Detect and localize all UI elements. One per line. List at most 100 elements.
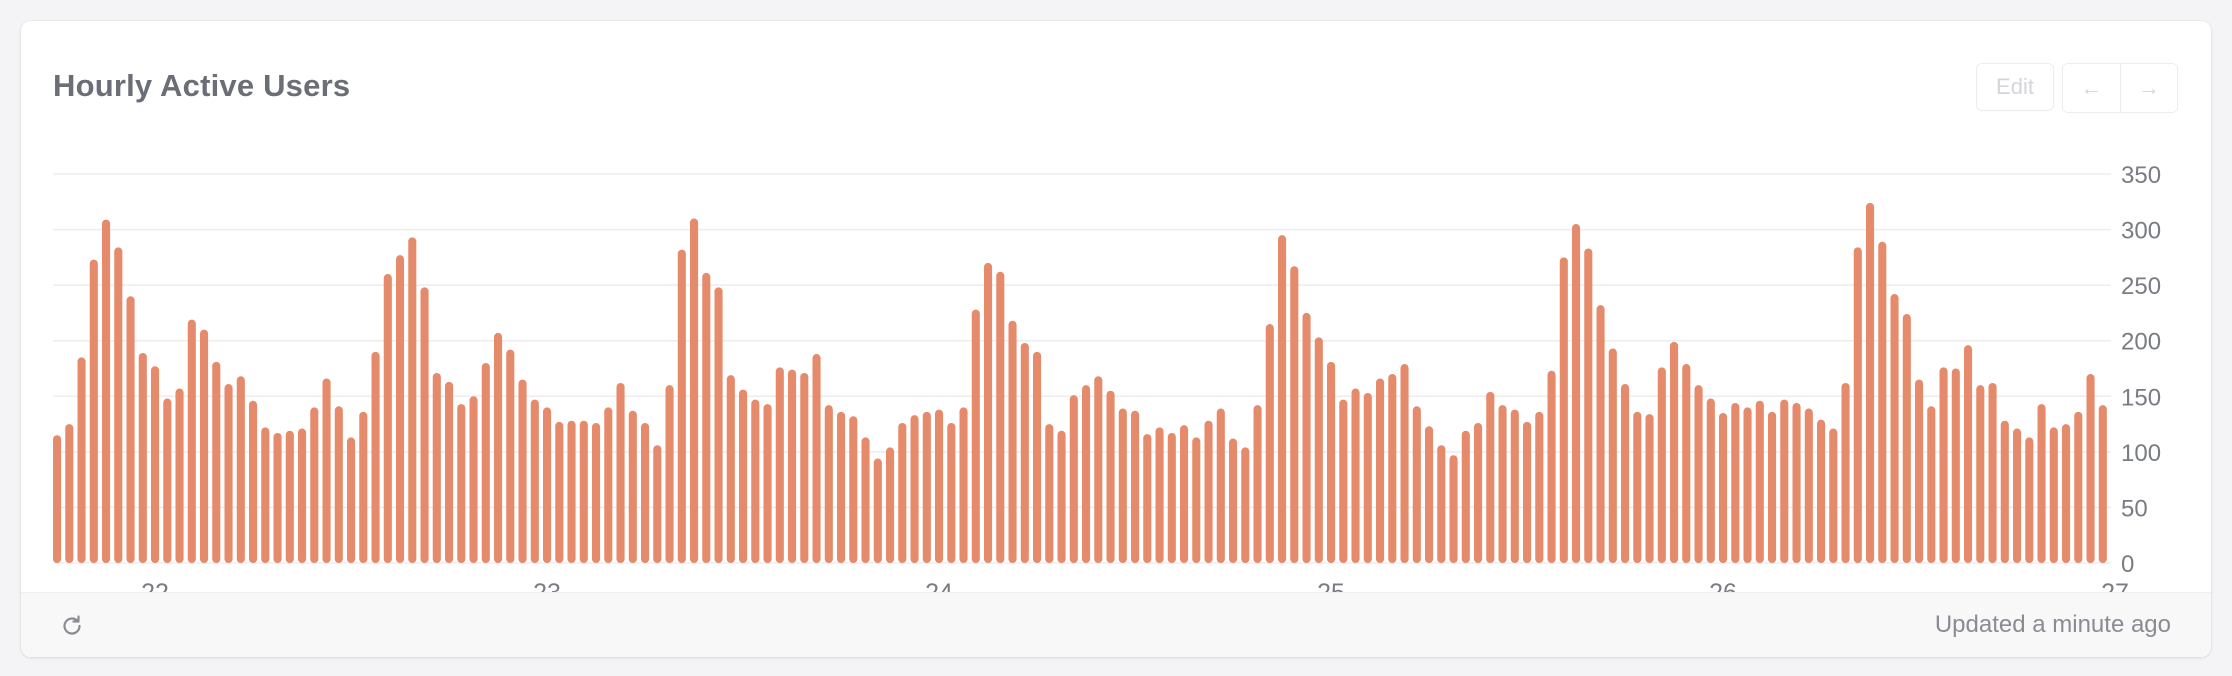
bar[interactable] [971,309,980,563]
bar[interactable] [1253,405,1262,563]
bar[interactable] [1020,342,1029,563]
bar[interactable] [1523,421,1532,563]
bar[interactable] [1988,382,1997,563]
bar[interactable] [726,375,735,563]
bar[interactable] [1204,420,1213,563]
bar[interactable] [89,259,98,563]
bar[interactable] [1817,419,1826,563]
bar[interactable] [1853,247,1862,563]
bar[interactable] [1878,241,1887,564]
bar[interactable] [1780,399,1789,563]
bar[interactable] [1008,320,1017,563]
bar[interactable] [175,388,184,563]
bar[interactable] [653,445,662,563]
bar[interactable] [494,332,503,563]
bar[interactable] [1743,407,1752,563]
bar[interactable] [518,379,527,563]
bar[interactable] [1400,364,1409,563]
bar[interactable] [996,271,1005,563]
bar[interactable] [1155,427,1164,563]
bar[interactable] [616,382,625,563]
bar[interactable] [1547,370,1556,563]
bar[interactable] [1131,410,1140,563]
bar[interactable] [1768,411,1777,563]
bar[interactable] [371,351,380,563]
bar[interactable] [665,385,674,563]
bar[interactable] [1755,400,1764,563]
bar[interactable] [677,249,686,563]
bar[interactable] [285,430,294,563]
bar[interactable] [200,329,209,563]
bar[interactable] [2074,411,2083,563]
bar[interactable] [702,272,711,563]
bar[interactable] [861,437,870,563]
bar[interactable] [420,287,429,563]
bar[interactable] [224,384,233,563]
bar[interactable] [849,416,858,563]
bar[interactable] [396,255,405,563]
bar[interactable] [77,357,86,563]
bar[interactable] [1376,378,1385,564]
bar[interactable] [1719,412,1728,563]
bar[interactable] [1657,367,1666,563]
bar[interactable] [1327,361,1336,563]
bar[interactable] [579,420,588,563]
bar[interactable] [628,410,637,563]
bar[interactable] [1363,392,1372,563]
bar[interactable] [187,319,196,563]
bar[interactable] [1033,351,1042,563]
bar[interactable] [922,411,931,563]
bar[interactable] [457,404,466,563]
bar[interactable] [1731,402,1740,563]
bar[interactable] [1216,408,1225,563]
bar[interactable] [163,398,172,563]
bar[interactable] [1510,409,1519,563]
bar[interactable] [739,389,748,563]
bar[interactable] [1572,224,1581,563]
bar[interactable] [1964,345,1973,563]
bar[interactable] [1412,406,1421,563]
bar[interactable] [1057,430,1066,563]
bar[interactable] [1351,388,1360,563]
bar[interactable] [1927,406,1936,563]
bar[interactable] [592,422,601,563]
bar[interactable] [641,422,650,563]
bar[interactable] [1559,257,1568,563]
bar[interactable] [1449,455,1458,563]
bar[interactable] [2086,374,2095,563]
bar[interactable] [298,428,307,563]
next-period-button[interactable]: → [2120,64,2177,112]
bar[interactable] [1939,367,1948,563]
bar[interactable] [751,399,760,563]
bar[interactable] [236,376,245,563]
bar[interactable] [1082,385,1091,563]
bar[interactable] [1290,266,1299,563]
bar[interactable] [383,274,392,563]
bar[interactable] [1976,385,1985,563]
bar[interactable] [1069,395,1078,563]
bar[interactable] [935,409,944,563]
bar[interactable] [886,447,895,563]
bar[interactable] [2037,404,2046,563]
bar[interactable] [1841,382,1850,563]
bar[interactable] [812,354,821,563]
bar[interactable] [788,369,797,563]
bar[interactable] [1045,424,1054,563]
bar[interactable] [1192,437,1201,563]
bar[interactable] [2062,424,2071,563]
bar[interactable] [1902,314,1911,563]
bar[interactable] [1302,312,1311,563]
bar[interactable] [1535,411,1544,563]
bar[interactable] [212,361,221,563]
bar[interactable] [1241,447,1250,563]
bar[interactable] [126,296,135,563]
bar[interactable] [408,237,417,563]
bar[interactable] [984,262,993,563]
bar[interactable] [1314,337,1323,563]
bar[interactable] [273,432,282,563]
bar[interactable] [1425,426,1434,563]
bar[interactable] [53,435,62,563]
bar[interactable] [1694,385,1703,563]
bar[interactable] [1265,324,1274,563]
bar[interactable] [1645,414,1654,563]
